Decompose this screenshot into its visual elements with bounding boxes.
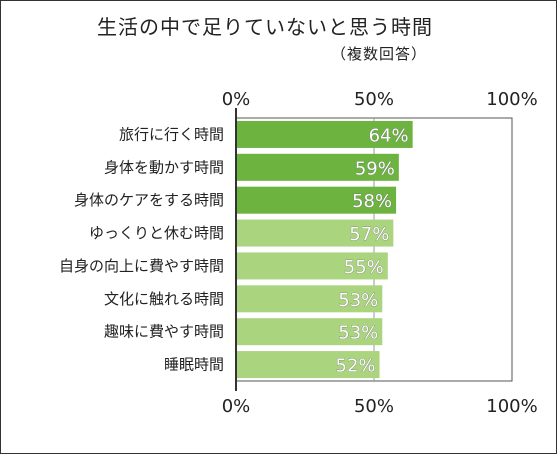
bar-4 [236,219,394,247]
value-label-1: 64% [369,125,409,146]
bar-5 [236,252,388,280]
category-label-4: ゆっくりと休む時間 [89,224,224,242]
category-label-2: 身体を動かす時間 [104,158,224,176]
value-label-7: 53% [338,323,378,344]
bar-8 [236,351,380,379]
category-label-5: 自身の向上に費やす時間 [59,257,224,275]
value-label-2: 59% [355,158,395,179]
bar-1 [236,120,413,148]
category-label-7: 趣味に費やす時間 [104,323,224,341]
value-label-6: 53% [338,290,378,311]
category-label-1: 旅行に行く時間 [119,125,224,143]
x-tick-label-top-50: 50% [354,89,394,110]
category-label-3: 身体のケアをする時間 [74,191,224,209]
value-label-4: 57% [349,224,389,245]
x-tick-label-top-100: 100% [486,89,537,110]
category-label-8: 睡眠時間 [164,356,224,374]
value-label-3: 58% [352,191,392,212]
bar-7 [236,318,383,346]
x-tick-label-bottom-100: 100% [486,396,537,417]
x-tick-label-bottom-50: 50% [354,396,394,417]
value-label-8: 52% [336,356,376,377]
x-tick-label-bottom-0: 0% [222,396,251,417]
bar-6 [236,285,383,313]
bar-3 [236,186,397,214]
value-label-5: 55% [344,257,384,278]
chart-subtitle: （複数回答） [331,45,428,63]
chart-title: 生活の中で足りていないと思う時間 [97,15,433,39]
category-label-6: 文化に触れる時間 [104,290,224,308]
x-tick-label-top-0: 0% [222,89,251,110]
bar-2 [236,153,399,181]
